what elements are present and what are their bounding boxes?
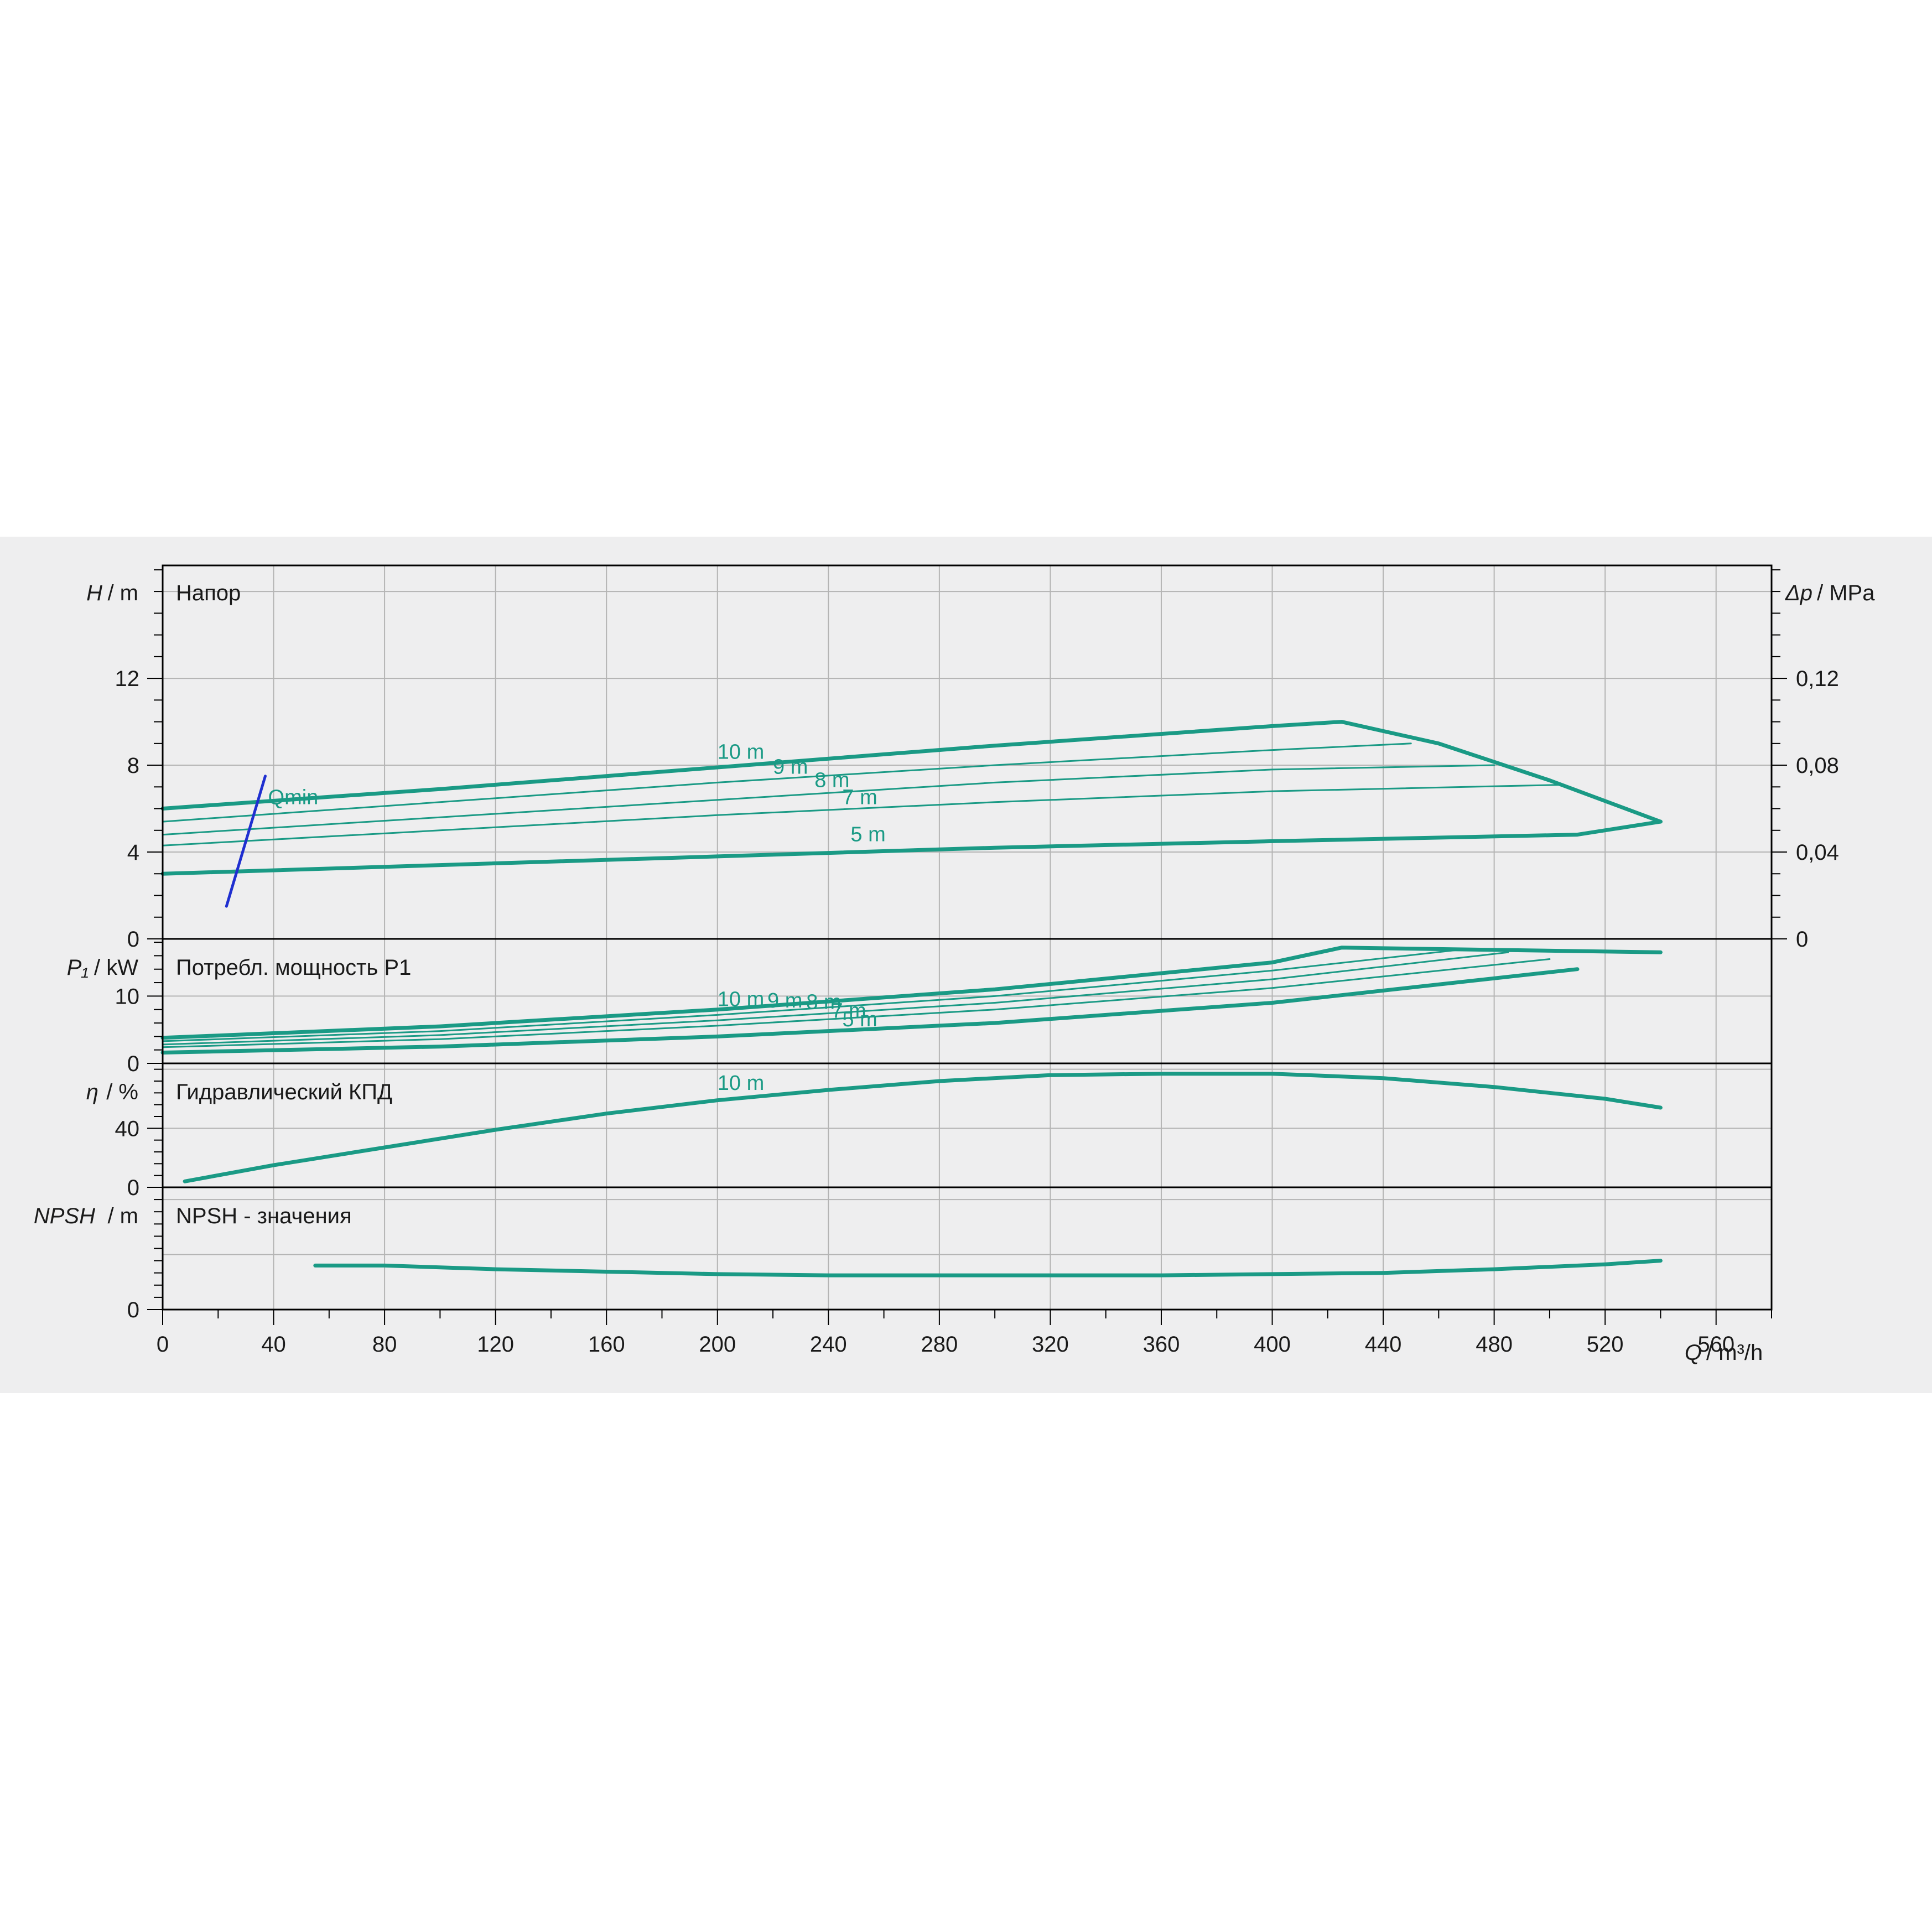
curve-annotation: 7 m xyxy=(831,999,866,1022)
panel-frame xyxy=(162,564,1773,940)
curve-annotation: 8 m xyxy=(806,990,841,1014)
curve-5-m xyxy=(160,967,1580,1055)
power-ylabel-unit: / kW xyxy=(94,955,138,980)
frame-layer xyxy=(162,564,1773,1311)
x-tick-label: 80 xyxy=(372,1332,397,1357)
curve-7-m xyxy=(162,783,1565,846)
y-tick-label: 4 xyxy=(127,840,139,865)
y-tick-label: 0 xyxy=(127,1298,139,1322)
curve-annotation: 7 m xyxy=(842,786,877,809)
curve-8-m xyxy=(162,764,1495,836)
x-tick-label: 160 xyxy=(588,1332,625,1357)
efficiency-ylabel-symbol: η xyxy=(86,1080,98,1104)
curve-8-m xyxy=(162,951,1509,1046)
curve-annotation: Qmin xyxy=(268,786,319,809)
curve-5-m xyxy=(160,819,1663,876)
curve-annotation: 5 m xyxy=(842,1008,877,1031)
x-tick-label: 280 xyxy=(921,1332,958,1357)
curve-annotation: 8 m xyxy=(814,768,849,792)
x-tick-label: 320 xyxy=(1032,1332,1069,1357)
power-ylabel-symbol: P₁ xyxy=(67,955,89,980)
x-axis-label-unit: / m³/h xyxy=(1706,1341,1763,1365)
x-tick-label: 200 xyxy=(699,1332,736,1357)
curve-7-m xyxy=(162,958,1551,1048)
power-panel-title: Потребл. мощность P1 xyxy=(176,955,411,980)
npsh-panel-title: NPSH - значения xyxy=(176,1204,352,1228)
y-tick-label: 0 xyxy=(127,927,139,952)
x-tick-label: 520 xyxy=(1587,1332,1624,1357)
y2-tick-label: 0,12 xyxy=(1796,667,1839,691)
head-y2label-symbol: Δp xyxy=(1785,581,1812,605)
y2-tick-label: 0 xyxy=(1796,927,1808,952)
chart-background xyxy=(0,537,1932,1393)
grid-layer xyxy=(163,565,1772,1310)
efficiency-panel-title: Гидравлический КПД xyxy=(176,1080,392,1104)
panel-frame xyxy=(162,1062,1773,1188)
npsh-ylabel-unit: / m xyxy=(107,1204,138,1228)
x-tick-label: 240 xyxy=(810,1332,847,1357)
curve-layer xyxy=(160,720,1663,1277)
x-tick-label: 440 xyxy=(1365,1332,1402,1357)
y2-tick-label: 0,08 xyxy=(1796,754,1839,778)
npsh-ylabel-symbol: NPSH xyxy=(34,1204,95,1228)
x-tick-label: 480 xyxy=(1476,1332,1513,1357)
y-tick-label: 10 xyxy=(115,984,140,1009)
efficiency-ylabel-unit: / % xyxy=(106,1080,138,1104)
curve-9-m xyxy=(162,948,1467,1042)
y-tick-label: 0 xyxy=(127,1176,139,1200)
curve-9-m xyxy=(162,742,1412,823)
y2-tick-label: 0,04 xyxy=(1796,840,1839,865)
curve-annotation: 10 m xyxy=(718,740,764,764)
curve-10-m xyxy=(160,946,1663,1040)
x-axis-label-symbol: Q xyxy=(1685,1341,1702,1365)
x-tick-label: 0 xyxy=(157,1332,169,1357)
head-panel-title: Напор xyxy=(176,581,241,605)
curve-annotation: 5 m xyxy=(850,823,885,846)
curve-10-m xyxy=(183,1072,1663,1183)
y-tick-label: 0 xyxy=(127,1052,139,1076)
x-tick-label: 40 xyxy=(261,1332,286,1357)
x-tick-label: 360 xyxy=(1143,1332,1180,1357)
curve-qmin xyxy=(225,775,267,908)
curve-annotation: 9 m xyxy=(773,756,808,779)
x-tick-label: 120 xyxy=(477,1332,514,1357)
curve-10-m xyxy=(160,720,1663,824)
head-ylabel-unit: / m xyxy=(107,581,138,605)
y-tick-label: 40 xyxy=(115,1116,140,1141)
head-y2label-unit: / MPa xyxy=(1817,581,1875,605)
curve-annotation: 10 m xyxy=(718,988,764,1011)
panel-frame xyxy=(162,1186,1773,1311)
curve-annotation: 10 m xyxy=(718,1072,764,1095)
x-tick-label: 400 xyxy=(1254,1332,1291,1357)
tick-layer xyxy=(147,569,1787,1325)
curve-npsh xyxy=(313,1259,1663,1277)
x-tick-label: 560 xyxy=(1697,1332,1734,1357)
y-tick-label: 8 xyxy=(127,754,139,778)
head-ylabel-symbol: H xyxy=(86,581,102,605)
curve-annotation: 9 m xyxy=(767,989,802,1012)
y-tick-label: 12 xyxy=(115,667,140,691)
